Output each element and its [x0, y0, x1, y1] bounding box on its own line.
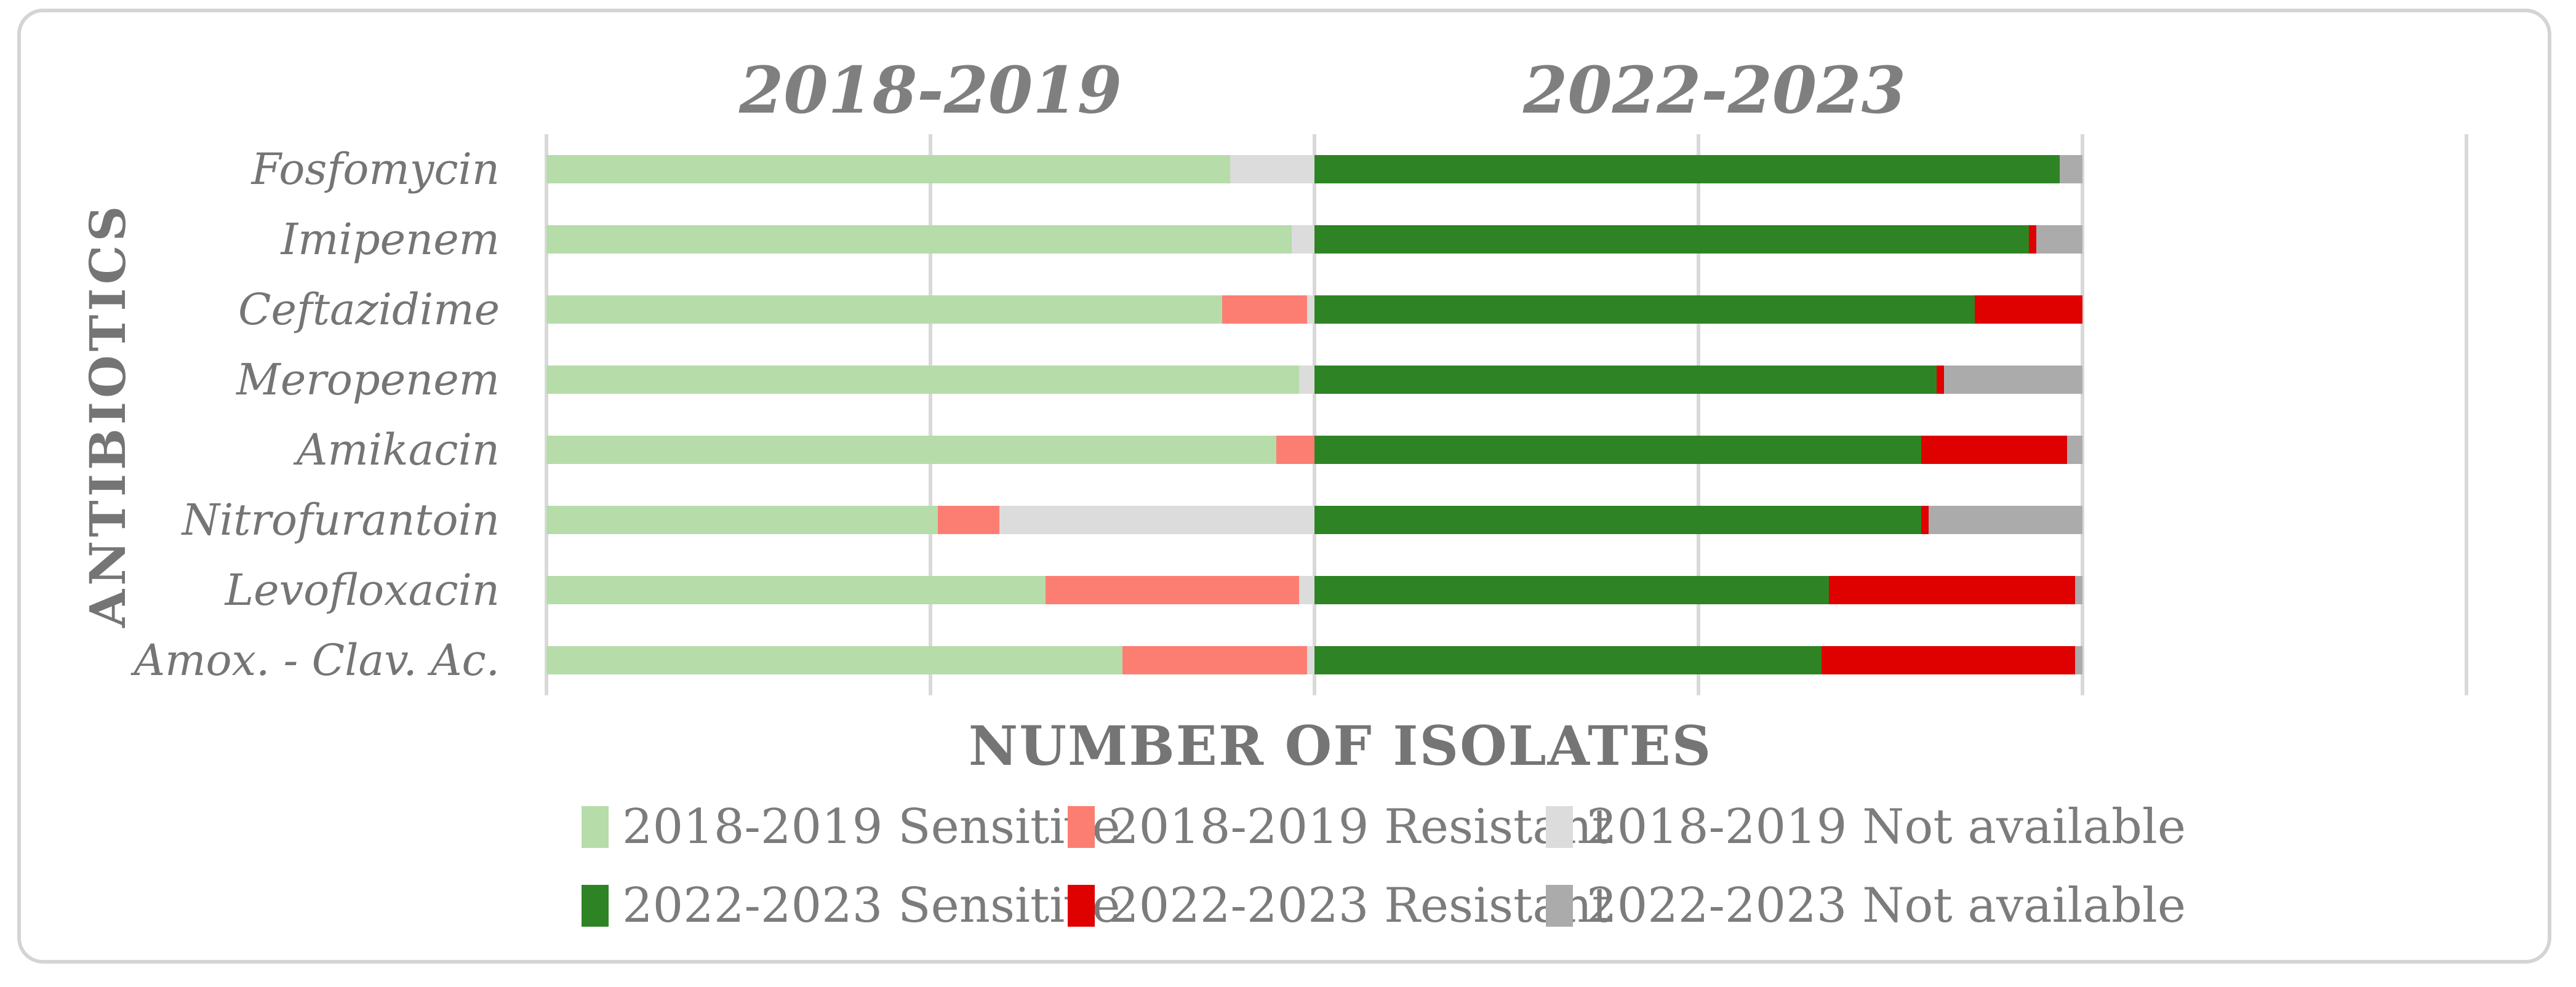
x-gridline: [929, 134, 932, 695]
legend-item-label: 2022-2023 Not available: [1586, 878, 2186, 933]
legend-item-2018-2019-not-available: 2018-2019 Not available: [1546, 797, 2186, 857]
y-axis-label-nitrofurantoin: Nitrofurantoin: [182, 495, 500, 545]
x-gridline: [2465, 134, 2468, 695]
bar-segment-2022-2023-sensitive: [1314, 576, 1830, 604]
legend-item-2018-2019-resistant: 2018-2019 Resistant: [1068, 797, 1611, 857]
bar-segment-2018-2019-sensitive: [546, 576, 1046, 604]
legend-item-2022-2023-resistant: 2022-2023 Resistant: [1068, 876, 1611, 935]
bar-row-amikacin: [546, 436, 2466, 464]
bar-segment-2022-2023-not-available: [2059, 155, 2082, 183]
bar-segment-2022-2023-sensitive: [1314, 436, 1921, 464]
legend-swatch-icon: [1068, 885, 1095, 927]
y-axis-label-fosfomycin: Fosfomycin: [251, 144, 500, 194]
legend-item-2022-2023-not-available: 2022-2023 Not available: [1546, 876, 2186, 935]
bar-segment-2022-2023-resistant: [1921, 506, 1929, 534]
x-gridline: [1697, 134, 1700, 695]
bar-row-imipenem: [546, 225, 2466, 254]
legend-row: 2022-2023 Sensitive 2022-2023 Resistant 20…: [0, 876, 2576, 935]
bar-segment-2022-2023-not-available: [1929, 506, 2082, 534]
bar-segment-2018-2019-sensitive: [546, 366, 1300, 394]
bar-segment-2022-2023-resistant: [1821, 646, 2075, 674]
bar-segment-2022-2023-not-available: [2036, 225, 2082, 254]
bar-segment-2022-2023-resistant: [1829, 576, 2075, 604]
bar-segment-2018-2019-resistant: [1222, 295, 1307, 324]
x-axis-title: NUMBER OF ISOLATES: [968, 714, 1713, 778]
legend-row: 2018-2019 Sensitive 2018-2019 Resistant 20…: [0, 797, 2576, 857]
period-header-2018-2019: 2018-2019: [738, 52, 1122, 128]
bar-segment-2022-2023-sensitive: [1314, 155, 2060, 183]
bar-segment-2022-2023-sensitive: [1314, 506, 1921, 534]
bar-segment-2018-2019-sensitive: [546, 506, 938, 534]
x-gridline: [2081, 134, 2084, 695]
y-axis-label-amox-clav-ac: Amox. - Clav. Ac.: [134, 635, 500, 685]
y-axis-label-imipenem: Imipenem: [281, 214, 500, 265]
bar-segment-2022-2023-sensitive: [1314, 646, 1822, 674]
legend-swatch-icon: [1068, 806, 1095, 848]
bar-segment-2022-2023-not-available: [2067, 436, 2082, 464]
bar-segment-2018-2019-sensitive: [546, 436, 1276, 464]
legend-item-label: 2018-2019 Sensitive: [622, 799, 1121, 855]
bar-segment-2022-2023-not-available: [2074, 576, 2082, 604]
bar-segment-2022-2023-resistant: [1975, 295, 2082, 324]
bar-row-meropenem: [546, 366, 2466, 394]
bar-row-levofloxacin: [546, 576, 2466, 604]
legend-item-label: 2022-2023 Resistant: [1108, 878, 1612, 933]
bar-segment-2018-2019-not-available: [999, 506, 1314, 534]
legend-item-2022-2023-sensitive: 2022-2023 Sensitive: [582, 876, 1120, 935]
legend-swatch-icon: [1546, 885, 1573, 927]
bar-segment-2018-2019-not-available: [1306, 295, 1314, 324]
bar-segment-2018-2019-sensitive: [546, 295, 1223, 324]
bar-segment-2018-2019-resistant: [1276, 436, 1314, 464]
figure-border: [17, 9, 2551, 964]
legend-swatch-icon: [1546, 806, 1573, 848]
y-axis-line: [545, 134, 548, 695]
bar-segment-2022-2023-sensitive: [1314, 366, 1937, 394]
bar-segment-2022-2023-not-available: [1944, 366, 2082, 394]
bar-row-amox-clav-ac: [546, 646, 2466, 674]
y-axis-label-amikacin: Amikacin: [296, 425, 500, 475]
period-header-2022-2023: 2022-2023: [1522, 52, 1906, 128]
bar-segment-2018-2019-not-available: [1291, 225, 1314, 254]
bar-row-ceftazidime: [546, 295, 2466, 324]
legend-item-label: 2022-2023 Sensitive: [622, 878, 1121, 933]
plot-area: [545, 134, 2468, 695]
y-axis-labels: Fosfomycin Imipenem Ceftazidime Meropenem Am…: [0, 134, 527, 695]
bar-segment-2018-2019-resistant: [1046, 576, 1300, 604]
bar-segment-2018-2019-sensitive: [546, 646, 1122, 674]
bar-segment-2022-2023-resistant: [1921, 436, 2068, 464]
bar-segment-2022-2023-not-available: [2074, 646, 2082, 674]
y-axis-label-levofloxacin: Levofloxacin: [225, 565, 500, 615]
bar-segment-2018-2019-sensitive: [546, 225, 1292, 254]
bar-segment-2022-2023-sensitive: [1314, 225, 2029, 254]
x-gridline: [1313, 134, 1316, 695]
bar-segment-2022-2023-sensitive: [1314, 295, 1975, 324]
bar-segment-2018-2019-not-available: [1230, 155, 1314, 183]
bar-row-fosfomycin: [546, 155, 2466, 183]
legend-swatch-icon: [582, 885, 609, 927]
y-axis-label-meropenem: Meropenem: [236, 354, 500, 405]
legend-item-label: 2018-2019 Not available: [1586, 799, 2186, 855]
legend-swatch-icon: [582, 806, 609, 848]
legend-item-label: 2018-2019 Resistant: [1108, 799, 1612, 855]
bar-segment-2018-2019-resistant: [938, 506, 1000, 534]
bar-segment-2018-2019-not-available: [1299, 366, 1314, 394]
bar-segment-2018-2019-resistant: [1122, 646, 1307, 674]
y-axis-label-ceftazidime: Ceftazidime: [238, 284, 500, 335]
bar-segment-2018-2019-sensitive: [546, 155, 1230, 183]
bar-segment-2022-2023-resistant: [2028, 225, 2037, 254]
bar-segment-2018-2019-not-available: [1306, 646, 1314, 674]
bar-segment-2022-2023-resistant: [1936, 366, 1945, 394]
legend-item-2018-2019-sensitive: 2018-2019 Sensitive: [582, 797, 1120, 857]
bar-segment-2018-2019-not-available: [1299, 576, 1314, 604]
bar-row-nitrofurantoin: [546, 506, 2466, 534]
